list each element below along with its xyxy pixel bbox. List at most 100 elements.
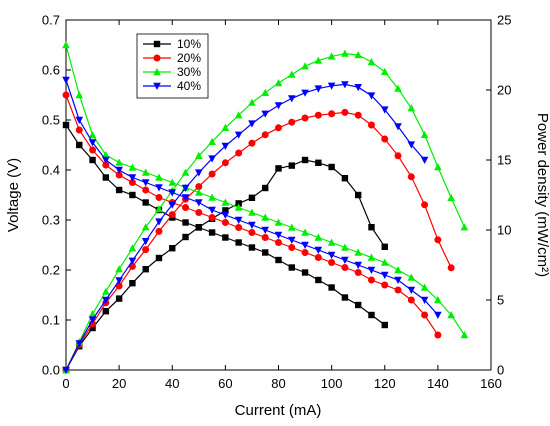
power-point-20pct (301, 114, 309, 122)
y-left-axis-title: Voltage (V) (5, 158, 22, 232)
legend-marker-40pct (153, 82, 161, 90)
power-point-40pct (248, 120, 256, 128)
y-left-tick-label: 0.3 (42, 213, 60, 228)
legend-box (136, 33, 209, 99)
voltage-point-30pct (102, 151, 110, 159)
power-point-30pct (115, 265, 123, 273)
voltage-point-40pct (327, 251, 336, 259)
voltage-point-40pct (155, 184, 163, 192)
voltage-point-40pct (394, 276, 402, 284)
y-right-tick-label: 10 (497, 223, 511, 238)
voltage-point-10pct (262, 249, 269, 256)
voltage-point-40pct (208, 206, 216, 214)
power-point-20pct (275, 124, 282, 132)
y-right-tick-label: 20 (497, 83, 511, 98)
voltage-point-30pct (367, 253, 376, 261)
voltage-point-40pct (141, 179, 150, 187)
voltage-point-40pct (195, 199, 203, 207)
voltage-point-20pct (275, 239, 282, 246)
power-point-20pct (407, 173, 415, 181)
voltage-point-40pct (181, 194, 190, 202)
voltage-point-40pct (115, 166, 123, 174)
legend-label-10pct: 10% (177, 37, 201, 51)
power-point-10pct (235, 200, 242, 207)
power-line-40pct (65, 83, 426, 371)
power-point-10pct (381, 243, 388, 250)
x-tick-label: 160 (480, 376, 502, 391)
voltage-point-20pct (301, 249, 309, 256)
power-point-20pct (248, 139, 256, 147)
voltage-point-30pct (274, 218, 283, 226)
voltage-point-10pct (275, 256, 282, 264)
voltage-point-20pct (261, 234, 269, 241)
x-tick-label: 80 (271, 376, 285, 391)
power-point-20pct (235, 149, 243, 157)
y-right-tick-label: 15 (497, 153, 511, 168)
voltage-point-30pct (301, 228, 309, 236)
power-point-40pct (128, 257, 137, 265)
power-line-20pct (65, 111, 452, 371)
power-point-20pct (354, 111, 362, 119)
power-point-30pct (274, 79, 283, 87)
power-point-40pct (287, 95, 296, 103)
power-point-10pct (328, 163, 335, 171)
voltage-point-20pct (407, 296, 415, 304)
y-left-tick-label: 0.2 (42, 263, 60, 278)
voltage-point-40pct (274, 231, 283, 239)
voltage-point-40pct (221, 211, 230, 219)
voltage-point-30pct (261, 213, 270, 221)
voltage-point-10pct (248, 244, 256, 251)
power-point-20pct (341, 108, 349, 116)
power-point-10pct (222, 207, 229, 214)
power-point-20pct (381, 135, 389, 143)
voltage-point-20pct (102, 161, 110, 169)
voltage-point-20pct (367, 276, 375, 284)
power-point-30pct (301, 62, 309, 70)
voltage-point-30pct (115, 158, 123, 166)
series-30pct (62, 41, 469, 374)
legend-label-30pct: 30% (177, 65, 201, 79)
power-point-20pct (394, 152, 402, 160)
voltage-point-40pct (248, 221, 256, 229)
power-point-10pct (288, 162, 295, 169)
voltage-point-30pct (447, 311, 455, 319)
voltage-point-30pct (195, 188, 203, 196)
power-point-30pct (195, 151, 203, 159)
power-point-40pct (274, 102, 283, 110)
voltage-point-30pct (155, 173, 163, 181)
voltage-point-10pct (115, 186, 123, 194)
voltage-point-10pct (368, 311, 375, 319)
power-point-20pct (421, 201, 429, 209)
power-point-20pct (221, 159, 229, 167)
power-point-30pct (447, 193, 455, 201)
voltage-point-20pct (248, 229, 256, 236)
power-point-40pct (394, 123, 402, 131)
power-point-40pct (367, 92, 376, 100)
y-left-tick-label: 0.7 (42, 13, 60, 28)
voltage-point-10pct (381, 321, 388, 329)
voltage-point-20pct (182, 204, 190, 211)
power-point-40pct (354, 84, 362, 92)
voltage-point-10pct (328, 284, 335, 291)
voltage-point-40pct (301, 241, 309, 249)
power-point-40pct (420, 156, 429, 164)
legend-label-40pct: 40% (177, 79, 201, 93)
voltage-point-40pct (407, 286, 416, 294)
power-point-40pct (195, 169, 203, 177)
series-layer (62, 41, 469, 374)
legend-marker-10pct (153, 40, 161, 48)
voltage-point-10pct (235, 239, 242, 246)
power-point-40pct (168, 201, 177, 209)
voltage-point-30pct (75, 91, 84, 99)
legend-marker-30pct (153, 68, 161, 76)
power-point-20pct (314, 111, 322, 119)
power-point-10pct (341, 175, 349, 182)
power-point-10pct (182, 233, 189, 241)
voltage-point-20pct (221, 219, 229, 226)
voltage-point-40pct (62, 76, 70, 84)
power-point-30pct (434, 163, 442, 171)
power-point-20pct (115, 282, 123, 290)
voltage-point-30pct (354, 248, 362, 256)
power-point-40pct (102, 296, 110, 304)
voltage-point-10pct (89, 156, 96, 164)
